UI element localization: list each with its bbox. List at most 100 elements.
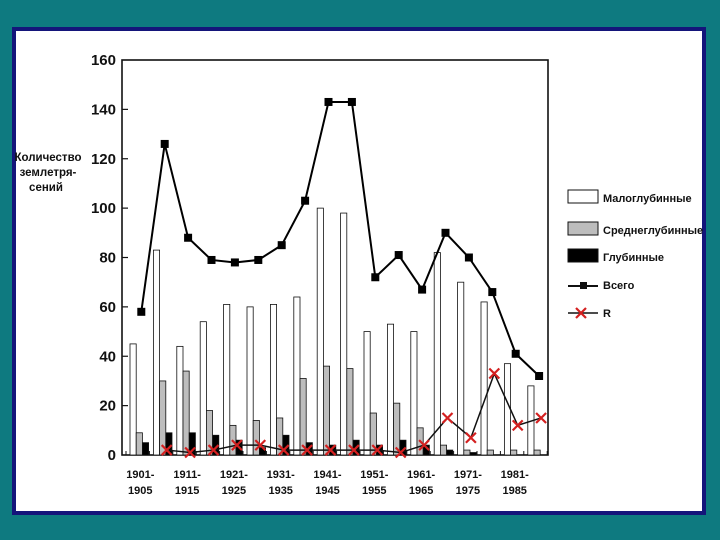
intermediate-bar bbox=[322, 365, 330, 456]
shallow-bar bbox=[386, 323, 394, 456]
y-tick-label: 100 bbox=[91, 200, 116, 217]
total-marker bbox=[184, 233, 193, 242]
x-tick-label-end: 1925 bbox=[222, 485, 246, 497]
shallow-bar bbox=[223, 304, 231, 456]
y-tick-label: 40 bbox=[99, 348, 116, 365]
shallow-bar bbox=[457, 281, 465, 456]
deep-bar bbox=[469, 452, 477, 456]
intermediate-bar bbox=[486, 449, 494, 456]
shallow-bar bbox=[410, 331, 418, 456]
deep-bar bbox=[422, 444, 430, 456]
x-tick-label-start: 1901- bbox=[126, 469, 154, 481]
intermediate-bar bbox=[252, 420, 260, 456]
total-series bbox=[137, 97, 544, 380]
legend-label: Глубинные bbox=[603, 252, 664, 264]
legend-marker bbox=[575, 307, 587, 319]
x-tick-label-end: 1955 bbox=[362, 485, 386, 497]
legend-marker bbox=[580, 282, 587, 289]
legend-label: Малоглубинные bbox=[603, 193, 692, 205]
legend-swatch bbox=[567, 221, 599, 236]
shallow-bar bbox=[246, 306, 254, 456]
shallow-bar bbox=[269, 304, 277, 456]
y-tick-label: 0 bbox=[108, 447, 116, 464]
y-tick-label: 120 bbox=[91, 151, 116, 168]
legend-label: Среднеглубинные bbox=[603, 225, 703, 237]
r-marker bbox=[418, 439, 430, 451]
legend-label: Всего bbox=[603, 280, 635, 292]
x-tick-label-start: 1911- bbox=[173, 469, 201, 481]
total-marker bbox=[535, 372, 544, 380]
intermediate-bar bbox=[439, 444, 447, 456]
intermediate-bar bbox=[182, 370, 190, 456]
r-marker bbox=[277, 444, 290, 456]
x-tick-label-end: 1965 bbox=[409, 485, 433, 497]
total-marker bbox=[160, 139, 169, 148]
x-tick-label-start: 1951- bbox=[360, 469, 388, 481]
x-tick-label-start: 1941- bbox=[313, 469, 341, 481]
r-marker bbox=[441, 412, 454, 424]
shallow-bar bbox=[293, 296, 301, 456]
y-gridlines bbox=[122, 108, 128, 407]
legend-label: R bbox=[603, 308, 611, 320]
r-marker bbox=[394, 446, 407, 459]
intermediate-bar bbox=[299, 378, 307, 456]
x-tick-label-start: 1971- bbox=[454, 469, 482, 481]
y-tick-label: 20 bbox=[99, 398, 116, 415]
total-marker bbox=[347, 97, 356, 106]
r-marker bbox=[371, 444, 384, 456]
y-tick-label: 80 bbox=[99, 250, 116, 267]
total-marker bbox=[418, 285, 427, 294]
r-marker bbox=[535, 412, 547, 424]
intermediate-bar bbox=[159, 380, 167, 456]
y-tick-label: 160 bbox=[91, 52, 116, 69]
deep-bar bbox=[141, 442, 149, 456]
shallow-bar bbox=[433, 252, 441, 456]
total-marker bbox=[464, 253, 473, 262]
r-marker bbox=[511, 419, 524, 432]
deep-bar bbox=[446, 449, 454, 456]
total-marker bbox=[441, 228, 450, 237]
x-tick-label-start: 1981- bbox=[501, 469, 529, 481]
y-axis-label-line-3: сений bbox=[29, 182, 63, 194]
intermediate-bar bbox=[135, 432, 143, 456]
y-axis-label: Количество землетря- сений bbox=[14, 152, 81, 194]
x-tick-label-end: 1985 bbox=[502, 485, 526, 497]
total-marker bbox=[371, 273, 380, 282]
x-tick-label-end: 1975 bbox=[456, 485, 480, 497]
r-marker bbox=[254, 439, 267, 451]
x-tick-labels: 1901- 1905 1911- 1915 1921- 1925 1931- 1935 1941… bbox=[126, 469, 529, 497]
total-marker bbox=[137, 307, 146, 316]
r-marker bbox=[160, 444, 173, 456]
legend: Малоглубинные Среднеглубинные Глубинные Все… bbox=[567, 189, 703, 320]
r-marker bbox=[324, 444, 337, 456]
y-axis-label-line-2: землетря- bbox=[20, 167, 77, 179]
total-marker bbox=[301, 196, 310, 205]
total-marker bbox=[394, 251, 403, 260]
x-tick-label-end: 1945 bbox=[315, 485, 339, 497]
deep-bar bbox=[165, 432, 173, 456]
legend-swatch bbox=[567, 189, 599, 204]
y-tick-label: 140 bbox=[91, 101, 116, 118]
y-tick-labels: 0 20 40 60 80 100 120 140 160 bbox=[91, 52, 116, 464]
x-tick-label-start: 1931- bbox=[267, 469, 295, 481]
total-marker bbox=[254, 255, 263, 264]
intermediate-bar bbox=[346, 368, 354, 456]
r-marker bbox=[207, 444, 220, 456]
total-marker bbox=[230, 258, 239, 267]
total-marker bbox=[324, 97, 333, 106]
r-marker bbox=[231, 439, 243, 451]
x-tick-label-start: 1921- bbox=[220, 469, 248, 481]
intermediate-bar bbox=[463, 449, 471, 456]
shallow-bar bbox=[363, 331, 371, 456]
total-marker bbox=[488, 288, 497, 297]
r-marker bbox=[301, 444, 313, 456]
y-axis-label-line-1: Количество bbox=[14, 152, 81, 164]
shallow-bar bbox=[176, 345, 184, 456]
y-tick-label: 60 bbox=[99, 299, 116, 316]
x-tick-label-start: 1961- bbox=[407, 469, 435, 481]
r-series bbox=[160, 367, 547, 459]
total-marker bbox=[277, 241, 286, 250]
deep-bar bbox=[282, 434, 290, 456]
intermediate-bar bbox=[510, 449, 518, 456]
